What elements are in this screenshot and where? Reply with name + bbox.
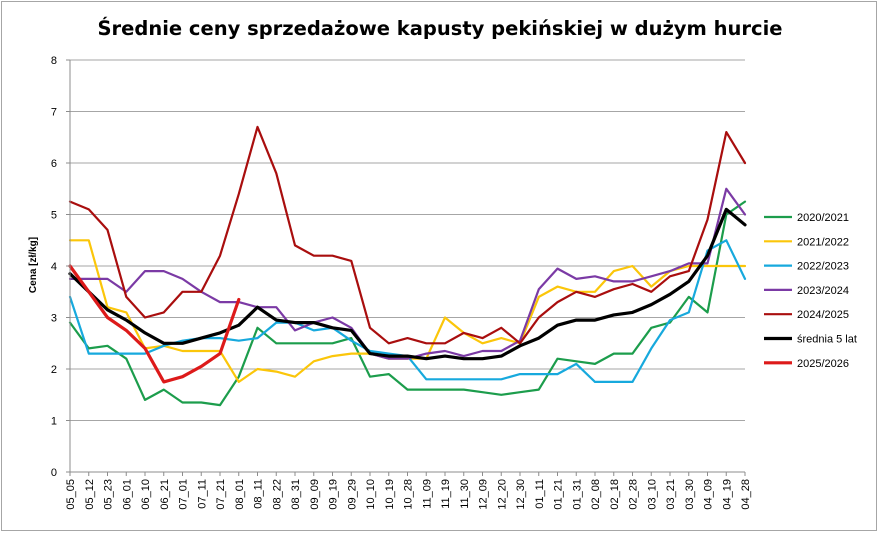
gridlines [70,59,745,421]
series-line-1 [68,200,747,407]
legend-label: 2024/2025 [797,309,849,321]
x-tick-label: 06_01 [121,479,133,510]
y-tick-label: 1 [51,416,57,428]
x-tick-label: 10_28 [403,479,415,510]
x-tick-label: 08_01 [234,479,246,510]
series-line-6 [68,207,747,361]
x-tick-label: 05_23 [103,479,115,510]
x-tick-label: 08_31 [290,479,302,510]
y-tick-label: 0 [51,467,57,479]
x-tick-label: 10_10 [365,479,377,510]
y-tick-label: 6 [51,158,57,170]
x-tick-label: 09_09 [309,479,321,510]
x-tick-label: 09_29 [346,479,358,510]
x-tick-label: 06_21 [159,479,171,510]
x-tick-label: 04_09 [703,479,715,510]
x-tick-label: 04_19 [721,479,733,510]
x-tick-label: 08_11 [253,479,265,509]
x-tick-label: 07_21 [215,479,227,510]
x-tick-label: 01_31 [571,479,583,510]
x-tick-label: 07_01 [178,479,190,510]
y-tick-label: 5 [51,210,57,222]
x-tick-label: 02_08 [590,479,602,510]
legend: 2020/2021 2021/2022 2022/2023 2023/2024 2024… [764,212,857,370]
y-tick-labels: 0 1 2 3 4 5 6 7 8 [51,55,57,479]
y-tick-label: 7 [51,107,57,119]
series-line-7 [68,264,241,384]
series-lines [68,125,747,407]
x-tick-label: 07_11 [196,479,208,509]
y-tick-label: 2 [51,364,57,376]
x-tick-label: 11_30 [459,479,471,509]
y-tick-label: 4 [51,261,57,273]
x-tick-label: 09_19 [328,479,340,510]
x-tick-label: 02_28 [628,479,640,510]
legend-label: 2025/2026 [797,358,849,370]
y-tick-label: 3 [51,313,57,325]
x-tick-label: 02_18 [609,479,621,510]
x-tick-label: 04_28 [740,479,752,510]
legend-label: 2023/2024 [797,285,849,297]
x-tick-label: 11_09 [421,479,433,509]
x-tick-label: 03_21 [665,479,677,510]
x-tick-labels: 05_05 05_12 05_23 06_01 06_10 06_21 07_01 07_11… [65,479,752,510]
x-tick-label: 06_10 [140,479,152,510]
x-tick-label: 01_11 [534,479,546,509]
series-line-5 [68,125,747,345]
legend-label: 2020/2021 [797,212,849,224]
x-tick-label: 10_19 [384,479,396,510]
y-axis-label: Cena [zł/kg] [28,237,39,293]
x-tick-label: 12_20 [496,479,508,510]
legend-label: średnia 5 lat [797,334,857,346]
x-tick-label: 11_19 [440,479,452,509]
x-tick-label: 05_05 [65,479,77,510]
series-line-3 [68,239,747,383]
x-tick-label: 03_10 [646,479,658,510]
x-tick-label: 01_21 [553,479,565,510]
x-tick-label: 12_09 [478,479,490,510]
legend-label: 2022/2023 [797,261,849,273]
x-tick-label: 05_12 [84,479,96,510]
axes [66,59,746,476]
x-tick-label: 08_22 [271,479,283,510]
legend-label: 2021/2022 [797,236,849,248]
series-line-4 [68,187,747,360]
x-tick-label: 03_30 [684,479,696,510]
y-tick-label: 8 [51,55,57,67]
chart-title: Średnie ceny sprzedażowe kapusty pekińsk… [97,17,783,40]
x-tick-label: 12_30 [515,479,527,510]
